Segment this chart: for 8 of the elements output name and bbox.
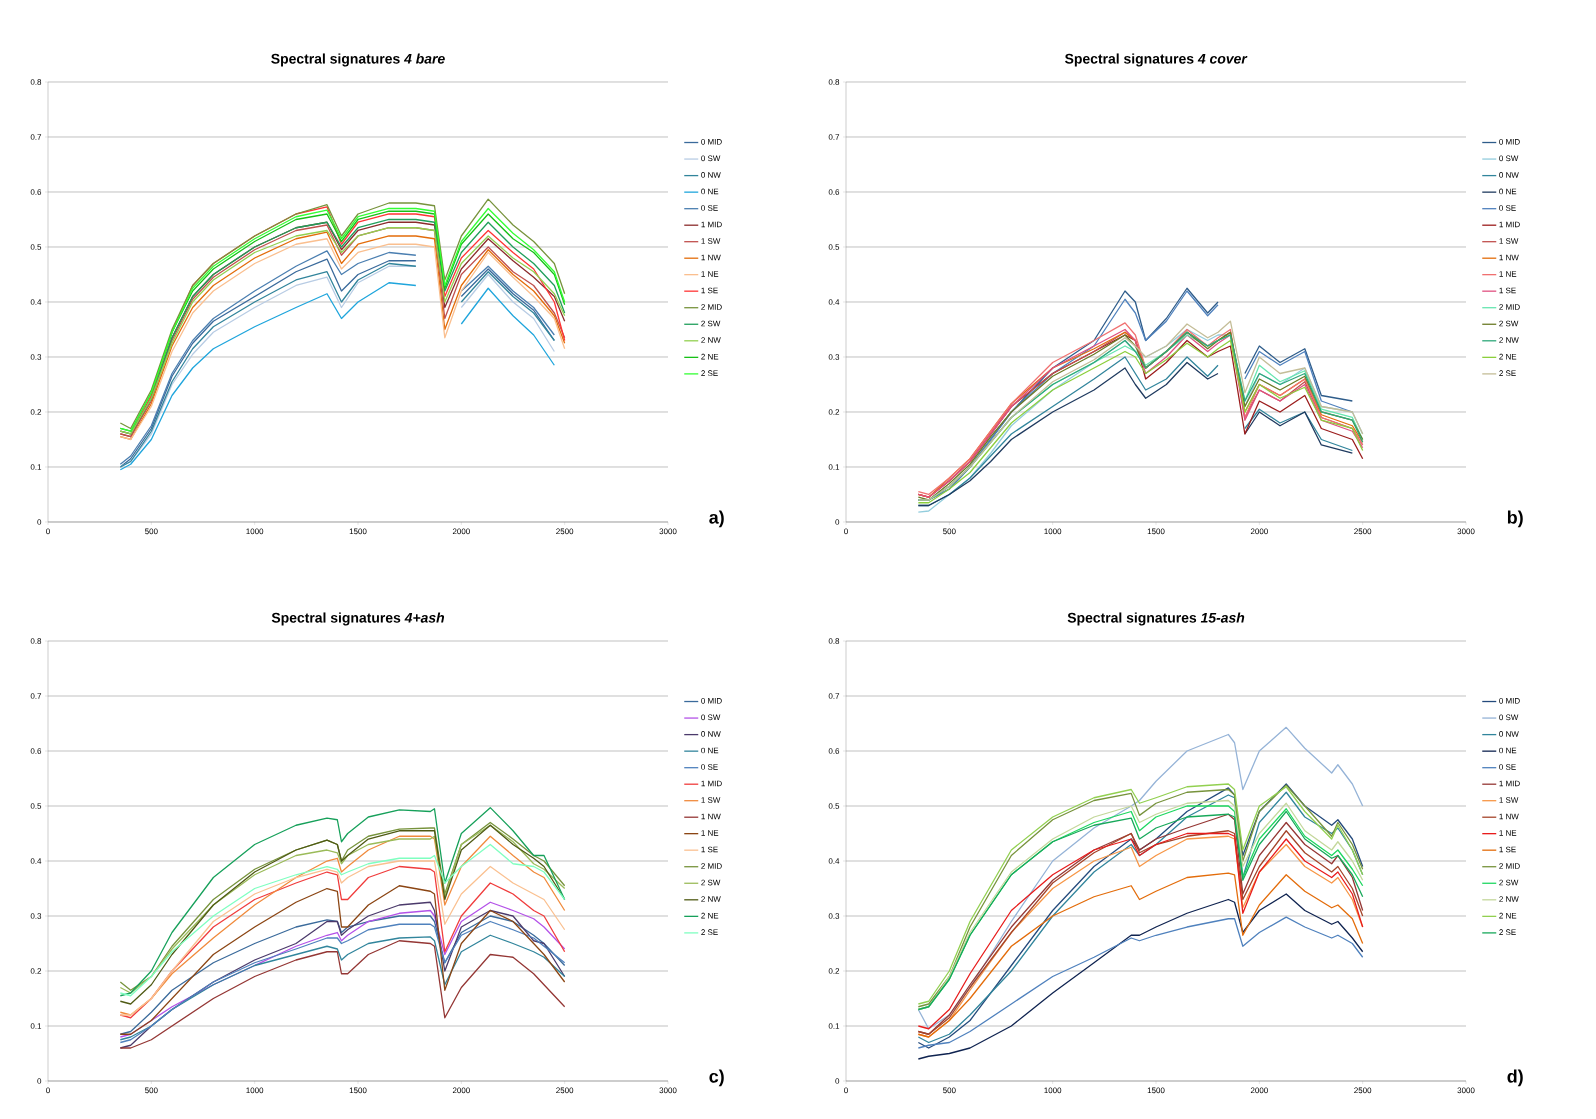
chart-title: Spectral signatures 4 bare xyxy=(271,53,445,67)
text: a) xyxy=(709,510,724,528)
chart-title: Spectral signatures 4 cover xyxy=(1065,53,1248,67)
chart-title: Spectral signatures 4+ash xyxy=(271,612,445,626)
chart-title: Spectral signatures 15-ash xyxy=(1067,612,1245,626)
text: d) xyxy=(1507,1069,1523,1087)
text: c) xyxy=(709,1069,724,1087)
text: b) xyxy=(1507,510,1523,528)
